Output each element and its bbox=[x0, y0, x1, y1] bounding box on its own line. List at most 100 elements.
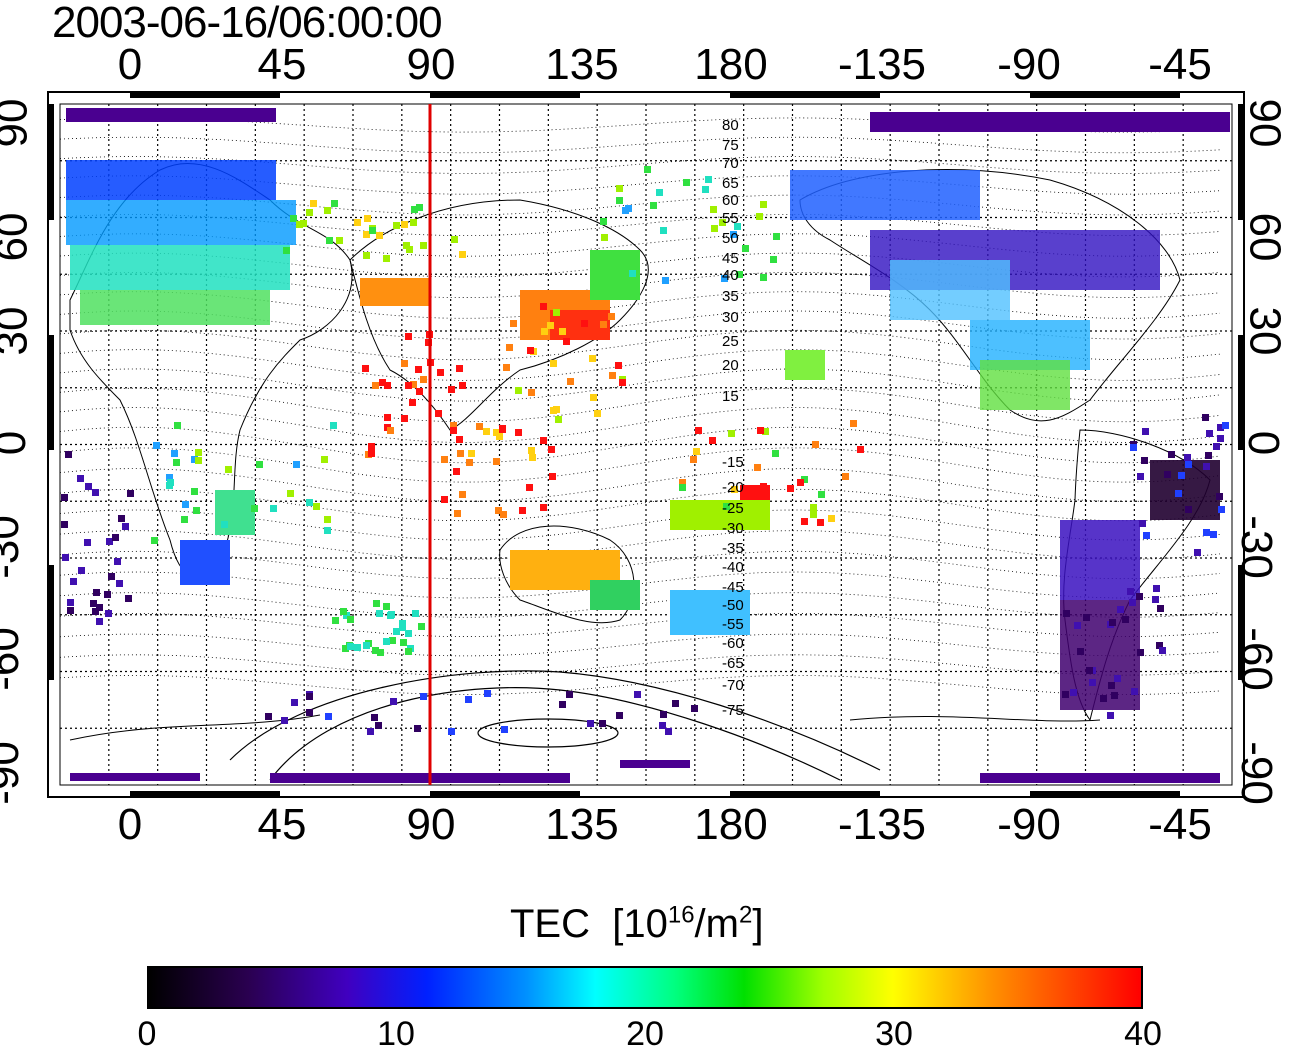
tec-cell bbox=[182, 501, 189, 508]
tec-cell bbox=[1070, 689, 1077, 696]
tec-cell bbox=[515, 387, 522, 394]
tec-cell bbox=[410, 219, 417, 226]
tec-cell bbox=[1114, 675, 1121, 682]
tec-cell bbox=[321, 456, 328, 463]
tec-cell bbox=[342, 645, 349, 652]
lon-bottom-45: 45 bbox=[257, 800, 307, 849]
tec-patch-antarctica-ross bbox=[620, 760, 690, 768]
tec-cell bbox=[1139, 520, 1146, 527]
lon-top-m135: -135 bbox=[837, 40, 927, 89]
tec-cell bbox=[457, 450, 464, 457]
south-magnetic-pole-contours bbox=[229, 670, 881, 781]
tec-patch-arctic-east bbox=[870, 112, 1230, 132]
tec-cell bbox=[496, 433, 503, 440]
magnetic-lat-label: 50 bbox=[722, 230, 739, 247]
tec-cell bbox=[528, 447, 535, 454]
magnetic-lat-label: 30 bbox=[722, 309, 739, 326]
tec-cell bbox=[549, 473, 556, 480]
colorbar-title: TEC [1016/m2] bbox=[510, 902, 763, 947]
tec-cell bbox=[1216, 493, 1223, 500]
tec-cell bbox=[483, 428, 490, 435]
magnetic-lat-label: 20 bbox=[722, 357, 739, 374]
tec-cell bbox=[476, 423, 483, 430]
tec-cell bbox=[770, 256, 777, 263]
tec-cell bbox=[441, 496, 448, 503]
tec-cell bbox=[721, 275, 728, 282]
colorbar-unit-end: ] bbox=[752, 902, 764, 946]
tec-patch-antarctica-west bbox=[70, 773, 200, 781]
tec-cell bbox=[401, 360, 408, 367]
tec-patch-na-west bbox=[890, 260, 1010, 320]
lon-top-135: 135 bbox=[545, 40, 619, 89]
tec-cell bbox=[1222, 422, 1229, 429]
tec-cell bbox=[191, 456, 198, 463]
tec-cell bbox=[367, 728, 374, 735]
tec-cell bbox=[1063, 610, 1070, 617]
tec-cell bbox=[519, 507, 526, 514]
tec-cell bbox=[801, 476, 808, 483]
tec-cell bbox=[191, 488, 198, 495]
tec-cell bbox=[495, 507, 502, 514]
lon-top-180: 180 bbox=[694, 40, 768, 89]
tec-cell bbox=[709, 437, 716, 444]
tec-cell bbox=[742, 245, 749, 252]
tec-cell bbox=[1210, 531, 1217, 538]
magnetic-lat-label: -20 bbox=[722, 479, 744, 496]
magnetic-lat-label: 35 bbox=[722, 288, 739, 305]
magnetic-lat-label: 15 bbox=[722, 388, 739, 405]
magnetic-lat-label: -65 bbox=[722, 655, 744, 672]
tec-cell bbox=[174, 422, 181, 429]
tec-cell bbox=[555, 416, 562, 423]
magnetic-lat-label: -15 bbox=[722, 454, 744, 471]
tec-cell bbox=[437, 369, 444, 376]
tec-cell bbox=[383, 638, 390, 645]
tec-cell bbox=[251, 505, 258, 512]
tec-cell bbox=[1185, 506, 1192, 513]
tec-cell bbox=[373, 600, 380, 607]
magnetic-lat-label: -55 bbox=[722, 616, 744, 633]
tec-cell bbox=[828, 515, 835, 522]
tec-cell bbox=[384, 414, 391, 421]
tec-cell bbox=[665, 728, 672, 735]
tec-cell bbox=[739, 507, 746, 514]
tec-cell bbox=[659, 722, 666, 729]
tec-cell bbox=[377, 649, 384, 656]
tec-cell bbox=[441, 456, 448, 463]
lon-top-90: 90 bbox=[406, 40, 456, 89]
tec-cell bbox=[405, 648, 412, 655]
tec-cell bbox=[757, 427, 764, 434]
tec-cell bbox=[842, 473, 849, 480]
tec-cell bbox=[369, 227, 376, 234]
tec-cell bbox=[387, 427, 394, 434]
tec-cell bbox=[1175, 490, 1182, 497]
tec-cell bbox=[104, 591, 111, 598]
tec-cell bbox=[270, 505, 277, 512]
tec-cell bbox=[705, 176, 712, 183]
tec-cell bbox=[1217, 424, 1224, 431]
tec-cell bbox=[616, 197, 623, 204]
tec-cell bbox=[65, 451, 72, 458]
tec-cell bbox=[372, 647, 379, 654]
tec-cell bbox=[1127, 588, 1134, 595]
coast-australia bbox=[499, 525, 635, 624]
tec-cell bbox=[465, 696, 472, 703]
tec-cell bbox=[371, 714, 378, 721]
tec-cell bbox=[787, 485, 794, 492]
tec-cell bbox=[510, 320, 517, 327]
tec-cell bbox=[797, 479, 804, 486]
tec-cell bbox=[1136, 593, 1143, 600]
magnetic-lat-label: 80 bbox=[722, 117, 739, 134]
tec-cell bbox=[1062, 691, 1069, 698]
tec-cell bbox=[67, 599, 74, 606]
tec-cell bbox=[730, 231, 737, 238]
tec-cell bbox=[528, 389, 535, 396]
lon-top-0: 0 bbox=[117, 40, 143, 89]
tec-cell bbox=[283, 247, 290, 254]
tec-cell bbox=[656, 189, 663, 196]
tec-cell bbox=[85, 483, 92, 490]
tec-cell bbox=[601, 234, 608, 241]
tec-cell bbox=[672, 700, 679, 707]
tec-cell bbox=[662, 277, 669, 284]
tec-cell bbox=[400, 639, 407, 646]
tec-cell bbox=[306, 693, 313, 700]
